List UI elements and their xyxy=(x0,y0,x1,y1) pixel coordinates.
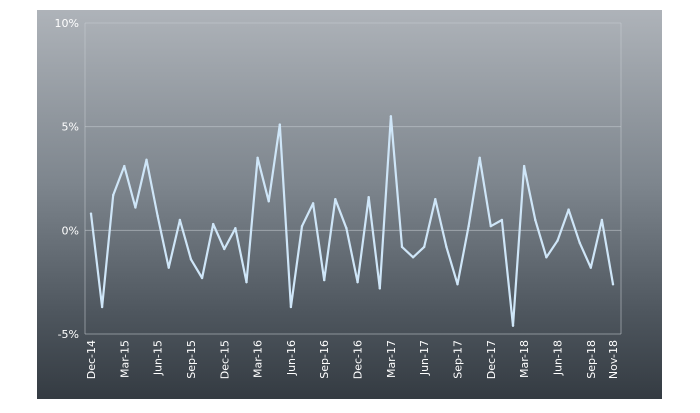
x-tick-label: Dec-17 xyxy=(485,340,498,379)
data-point xyxy=(245,280,248,284)
data-point xyxy=(534,218,537,222)
x-tick-label: Dec-14 xyxy=(85,340,98,379)
y-tick-label: 5% xyxy=(62,121,79,134)
data-point xyxy=(611,283,615,286)
data-point xyxy=(500,218,504,222)
x-tick-label: Dec-15 xyxy=(218,340,231,379)
data-point xyxy=(545,256,548,259)
data-point xyxy=(434,198,437,201)
data-point xyxy=(223,247,226,251)
y-tick-label: 10% xyxy=(55,17,79,30)
x-tick-label: Nov-18 xyxy=(607,340,620,379)
x-tick-label: Sep-16 xyxy=(318,340,331,379)
data-point xyxy=(356,280,359,284)
line-chart: -5% 0% 5% 10% Dec-14 Mar-15 Jun-15 Sep-15 Dec-1… xyxy=(55,17,622,379)
data-point xyxy=(589,266,592,269)
x-tick-label: Mar-18 xyxy=(518,340,531,378)
data-point xyxy=(367,195,370,199)
x-tick-label: Mar-15 xyxy=(118,340,131,378)
x-tick-label: Jun-18 xyxy=(551,340,564,376)
x-tick-label: Dec-16 xyxy=(352,340,365,379)
x-tick-label: Sep-17 xyxy=(452,340,465,379)
data-point xyxy=(112,193,115,197)
data-point xyxy=(89,212,93,215)
data-point xyxy=(422,245,426,249)
x-tick-label: Mar-17 xyxy=(385,340,398,378)
data-point xyxy=(189,258,193,261)
x-tick-label: Jun-17 xyxy=(418,340,431,376)
data-point xyxy=(445,245,448,249)
x-tick-label: Jun-15 xyxy=(152,340,165,376)
data-point xyxy=(156,214,159,218)
data-point xyxy=(311,202,315,205)
data-point xyxy=(578,241,581,244)
data-point xyxy=(323,278,326,282)
data-point xyxy=(467,224,470,228)
data-point xyxy=(134,206,137,209)
data-point xyxy=(278,123,282,126)
data-point xyxy=(100,305,104,309)
data-point xyxy=(511,324,515,327)
data-point xyxy=(334,198,337,201)
data-point xyxy=(256,156,259,159)
y-tick-label: -5% xyxy=(58,328,79,341)
data-point xyxy=(567,208,570,211)
data-point xyxy=(556,239,559,242)
data-point xyxy=(600,218,604,222)
series-line xyxy=(89,115,615,327)
data-point xyxy=(489,224,493,228)
data-point xyxy=(145,158,148,162)
y-tick-label: 0% xyxy=(62,224,79,237)
data-point xyxy=(289,305,293,309)
data-point xyxy=(345,227,348,230)
data-point xyxy=(300,224,304,228)
data-point xyxy=(378,287,381,290)
data-point xyxy=(267,200,270,203)
data-point xyxy=(234,227,237,230)
chart-panel: -5% 0% 5% 10% Dec-14 Mar-15 Jun-15 Sep-15 Dec-1… xyxy=(37,10,662,399)
data-point xyxy=(456,283,459,286)
data-point xyxy=(478,156,481,159)
x-tick-label: Sep-18 xyxy=(585,340,598,379)
data-point xyxy=(389,115,393,118)
data-point xyxy=(411,256,415,259)
data-point xyxy=(400,245,404,249)
x-tick-label: Sep-15 xyxy=(185,340,198,379)
data-point xyxy=(211,222,215,226)
data-point xyxy=(522,164,526,168)
x-tick-label: Mar-16 xyxy=(252,340,265,378)
data-point xyxy=(167,266,170,269)
data-point xyxy=(123,164,126,168)
data-point xyxy=(178,218,182,222)
x-tick-label: Jun-16 xyxy=(285,340,298,376)
data-point xyxy=(200,276,204,280)
